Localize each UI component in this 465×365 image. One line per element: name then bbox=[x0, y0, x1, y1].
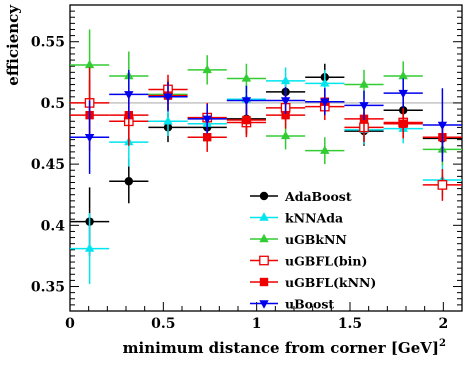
x-axis: 0 0.5 1 1.5 2 bbox=[65, 302, 463, 332]
data-point bbox=[437, 180, 448, 190]
data-point bbox=[163, 116, 173, 125]
legend-swatch-marker bbox=[259, 255, 269, 266]
y-axis: 0.35 0.4 0.45 0.5 0.55 bbox=[31, 4, 462, 312]
data-point bbox=[280, 75, 291, 85]
legend-label: uGBkNN bbox=[285, 232, 347, 247]
data-point bbox=[399, 119, 408, 128]
legend: AdaBoost kNNAda uGBkNN uGBFL(bin) uGBFL(kNN)… bbox=[250, 189, 376, 312]
data-point bbox=[124, 91, 134, 100]
y-tick-label: 0.45 bbox=[31, 157, 65, 173]
plot-area bbox=[70, 29, 462, 285]
legend-swatch-marker bbox=[259, 277, 269, 287]
x-tick-label: 1 bbox=[252, 316, 262, 332]
data-point bbox=[202, 64, 212, 74]
x-axis-label-exponent: 2 bbox=[439, 338, 446, 349]
data-point bbox=[242, 115, 251, 125]
series-uboost bbox=[70, 69, 462, 174]
data-point bbox=[398, 89, 408, 99]
data-point bbox=[84, 133, 95, 143]
data-point bbox=[241, 97, 252, 106]
data-point bbox=[202, 115, 212, 125]
data-point bbox=[359, 102, 369, 111]
data-point bbox=[398, 70, 408, 80]
legend-label: uBoost bbox=[285, 297, 334, 312]
data-point bbox=[320, 78, 330, 87]
data-point bbox=[280, 97, 291, 106]
y-tick-label: 0.35 bbox=[31, 280, 65, 296]
legend-swatch-marker bbox=[259, 233, 269, 243]
data-point bbox=[281, 110, 290, 120]
legend-label: AdaBoost bbox=[284, 189, 352, 204]
data-point bbox=[124, 177, 133, 186]
y-tick-label: 0.4 bbox=[41, 218, 66, 234]
x-tick-label: 0 bbox=[65, 316, 75, 332]
legend-swatch-marker bbox=[259, 212, 269, 221]
x-axis-label: minimum distance from corner [GeV]2 bbox=[123, 338, 446, 357]
data-point bbox=[359, 79, 369, 88]
data-point bbox=[84, 59, 95, 69]
legend-swatch-marker bbox=[259, 191, 269, 201]
legend-label: uGBFL(kNN) bbox=[285, 275, 376, 290]
data-point bbox=[280, 130, 291, 140]
y-axis-label: efficiency bbox=[4, 4, 22, 86]
data-point bbox=[320, 145, 330, 154]
legend-label: kNNAda bbox=[285, 211, 343, 226]
x-tick-label: 2 bbox=[438, 316, 448, 332]
legend-swatch-marker bbox=[259, 300, 269, 309]
data-point bbox=[84, 243, 95, 252]
data-point bbox=[163, 93, 173, 102]
data-point bbox=[203, 132, 212, 142]
x-tick-label: 1.5 bbox=[338, 316, 362, 332]
data-point bbox=[437, 121, 448, 131]
data-point bbox=[241, 73, 252, 82]
data-point bbox=[320, 98, 330, 107]
x-tick-label: 0.5 bbox=[151, 316, 175, 332]
legend-label: uGBFL(bin) bbox=[285, 254, 367, 269]
y-tick-label: 0.55 bbox=[31, 35, 65, 51]
y-tick-label: 0.5 bbox=[41, 96, 65, 112]
